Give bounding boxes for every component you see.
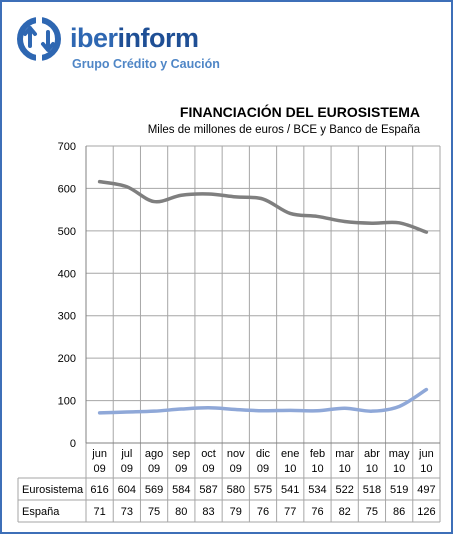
x-tick-label-month: may xyxy=(389,448,410,460)
table-cell-value: 604 xyxy=(118,484,136,496)
table-cell-value: 71 xyxy=(93,506,105,518)
table-cell-value: 86 xyxy=(393,506,405,518)
table-row-label: España xyxy=(22,506,60,518)
x-tick-label-month: sep xyxy=(172,448,190,460)
table-cell-value: 80 xyxy=(175,506,187,518)
x-tick-label-year: 09 xyxy=(257,463,269,475)
table-cell-value: 75 xyxy=(148,506,160,518)
y-tick-label: 0 xyxy=(70,438,76,450)
table-cell-value: 575 xyxy=(254,484,272,496)
x-tick-label-month: ene xyxy=(281,448,299,460)
x-tick-label-year: 09 xyxy=(121,463,133,475)
x-tick-label-year: 10 xyxy=(366,463,378,475)
table-cell-value: 518 xyxy=(363,484,381,496)
table-cell-value: 584 xyxy=(172,484,190,496)
x-tick-label-month: dic xyxy=(256,448,271,460)
table-cell-value: 541 xyxy=(281,484,299,496)
x-tick-label-year: 09 xyxy=(230,463,242,475)
table-cell-value: 76 xyxy=(311,506,323,518)
table-cell-value: 569 xyxy=(145,484,163,496)
x-tick-label-year: 09 xyxy=(93,463,105,475)
x-tick-label-year: 10 xyxy=(339,463,351,475)
chart-title: FINANCIACIÓN DEL EUROSISTEMA xyxy=(179,104,420,120)
x-tick-label-month: nov xyxy=(227,448,245,460)
x-tick-label-month: jun xyxy=(418,448,434,460)
y-tick-label: 100 xyxy=(58,396,76,408)
x-tick-label-month: feb xyxy=(310,448,325,460)
x-tick-label-month: mar xyxy=(335,448,354,460)
series-line-eurosistema xyxy=(97,179,429,234)
table-cell-value: 522 xyxy=(336,484,354,496)
chart-subtitle: Miles de millones de euros / BCE y Banco… xyxy=(147,124,420,136)
table-cell-value: 519 xyxy=(390,484,408,496)
x-tick-label-year: 10 xyxy=(393,463,405,475)
x-tick-label-year: 10 xyxy=(420,463,432,475)
table-cell-value: 73 xyxy=(121,506,133,518)
y-tick-label: 400 xyxy=(58,268,76,280)
y-tick-label: 200 xyxy=(58,353,76,365)
brand-name: iberinform xyxy=(70,22,199,54)
y-tick-label: 700 xyxy=(58,141,76,153)
table-cell-value: 76 xyxy=(257,506,269,518)
y-tick-label: 600 xyxy=(58,183,76,195)
x-tick-label-month: jul xyxy=(120,448,132,460)
table-cell-value: 79 xyxy=(230,506,242,518)
table-cell-value: 77 xyxy=(284,506,296,518)
table-cell-value: 497 xyxy=(417,484,435,496)
x-tick-label-month: abr xyxy=(364,448,380,460)
x-tick-label-year: 10 xyxy=(311,463,323,475)
table-cell-value: 534 xyxy=(308,484,326,496)
table-cell-value: 126 xyxy=(417,506,435,518)
x-tick-label-year: 09 xyxy=(202,463,214,475)
x-tick-label-year: 09 xyxy=(175,463,187,475)
table-cell-value: 75 xyxy=(366,506,378,518)
table-cell-value: 83 xyxy=(202,506,214,518)
iberinform-logo-icon xyxy=(17,16,61,62)
table-row-label: Eurosistema xyxy=(22,484,84,496)
x-tick-label-month: jun xyxy=(91,448,107,460)
table-cell-value: 616 xyxy=(90,484,108,496)
series-line-espana xyxy=(97,387,429,415)
table-cell-value: 580 xyxy=(227,484,245,496)
y-tick-label: 500 xyxy=(58,226,76,238)
table-cell-value: 587 xyxy=(199,484,217,496)
x-tick-label-month: ago xyxy=(145,448,163,460)
x-tick-label-year: 09 xyxy=(148,463,160,475)
brand-subtitle: Grupo Crédito y Caución xyxy=(72,57,220,71)
x-tick-label-year: 10 xyxy=(284,463,296,475)
brand-name-strong: inform xyxy=(117,23,200,53)
y-tick-label: 300 xyxy=(58,311,76,323)
x-tick-label-month: oct xyxy=(201,448,216,460)
brand-name-light: iber xyxy=(70,23,118,53)
table-cell-value: 82 xyxy=(339,506,351,518)
